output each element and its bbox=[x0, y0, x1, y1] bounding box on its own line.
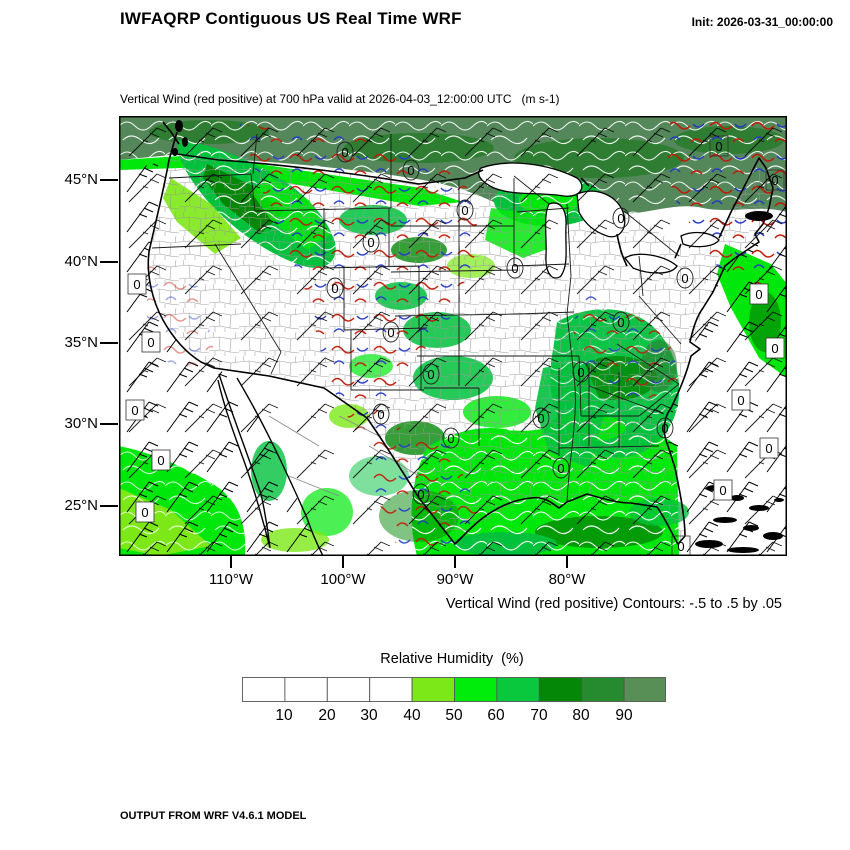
lat-label-25n: 25°N bbox=[64, 497, 98, 514]
colorbar-cell bbox=[369, 677, 413, 702]
map-frame bbox=[119, 116, 787, 556]
colorbar bbox=[242, 677, 666, 702]
baja-coastline bbox=[217, 373, 324, 556]
colorbar-tick-70: 70 bbox=[530, 707, 548, 724]
contour-range-caption: Vertical Wind (red positive) Contours: -… bbox=[445, 596, 782, 612]
contour-zero-label: 0 bbox=[447, 431, 454, 446]
contour-zero-labels: 0 0 0 0 0 0 0 0 0 0 0 0 0 0 0 0 0 0 0 0 bbox=[125, 135, 785, 556]
contour-zero-label: 0 bbox=[141, 505, 148, 520]
wind-barbs bbox=[119, 116, 787, 556]
lon-label-90w: 90°W bbox=[436, 571, 474, 588]
contour-zero-label: 0 bbox=[719, 483, 726, 498]
model-info-line1: OUTPUT FROM WRF V4.6.1 MODEL bbox=[120, 810, 307, 822]
colorbar-tick-40: 40 bbox=[403, 707, 421, 724]
page-title: IWFAQRP Contiguous US Real Time WRF bbox=[120, 9, 462, 28]
contour-zero-label: 0 bbox=[617, 211, 624, 226]
lat-label-40n: 40°N bbox=[64, 253, 98, 270]
contour-zero-label: 0 bbox=[461, 203, 468, 218]
contour-zero-label: 0 bbox=[417, 487, 424, 502]
contour-zero-label: 0 bbox=[331, 281, 338, 296]
colorbar-tick-30: 30 bbox=[360, 707, 378, 724]
lat-label-45n: 45°N bbox=[64, 171, 98, 188]
colorbar-cell bbox=[538, 677, 583, 702]
lon-tick bbox=[230, 556, 232, 568]
colorbar-cell bbox=[623, 677, 666, 702]
init-timestamp: Init: 2026-03-31_00:00:00 bbox=[691, 15, 833, 29]
colorbar-cell bbox=[326, 677, 371, 702]
contour-zero-label: 0 bbox=[661, 421, 668, 436]
mexico-borders bbox=[268, 415, 420, 497]
contour-zero-label: 0 bbox=[765, 441, 772, 456]
contour-zero-label: 0 bbox=[577, 365, 584, 380]
lon-tick bbox=[342, 556, 344, 568]
colorbar-cell bbox=[454, 677, 498, 702]
lon-label-80w: 80°W bbox=[548, 571, 586, 588]
colorbar-title: Relative Humidity (%) bbox=[380, 651, 524, 667]
contour-zero-label: 0 bbox=[755, 287, 762, 302]
lat-tick bbox=[100, 342, 118, 344]
contour-zero-label: 0 bbox=[771, 173, 778, 188]
coastlines bbox=[147, 121, 774, 545]
model-info: OUTPUT FROM WRF V4.6.1 MODEL WE = 580 ; … bbox=[120, 784, 569, 850]
contour-zero-label: 0 bbox=[557, 461, 564, 476]
contour-zero-label: 0 bbox=[133, 277, 140, 292]
contour-zero-label: 0 bbox=[367, 235, 374, 250]
contour-zero-label: 0 bbox=[677, 539, 684, 554]
lon-label-100w: 100°W bbox=[320, 571, 366, 588]
state-borders bbox=[151, 133, 682, 503]
contour-zero-label: 0 bbox=[737, 393, 744, 408]
contour-zero-label: 0 bbox=[387, 325, 394, 340]
lat-tick bbox=[100, 179, 118, 181]
contour-zero-label: 0 bbox=[511, 261, 518, 276]
contour-zero-label: 0 bbox=[715, 139, 722, 154]
lat-label-35n: 35°N bbox=[64, 334, 98, 351]
weather-map: 0 0 0 0 0 0 0 0 0 0 0 0 0 0 0 0 0 0 0 0 bbox=[119, 116, 787, 556]
lat-tick bbox=[100, 423, 118, 425]
subtitle-vertical-wind: Vertical Wind (red positive) at 700 hPa … bbox=[120, 92, 560, 106]
colorbar-tick-10: 10 bbox=[275, 707, 293, 724]
contour-zero-label: 0 bbox=[537, 411, 544, 426]
contour-zero-label: 0 bbox=[681, 271, 688, 286]
colorbar-cell bbox=[284, 677, 328, 702]
contour-zero-label: 0 bbox=[617, 315, 624, 330]
contour-zero-label: 0 bbox=[157, 453, 164, 468]
contour-zero-label: 0 bbox=[377, 407, 384, 422]
contour-zero-label: 0 bbox=[771, 341, 778, 356]
contour-zero-label: 0 bbox=[147, 335, 154, 350]
colorbar-cell bbox=[242, 677, 286, 702]
lon-tick bbox=[566, 556, 568, 568]
colorbar-tick-20: 20 bbox=[318, 707, 336, 724]
contour-zero-label: 0 bbox=[407, 163, 414, 178]
contour-zero-label: 0 bbox=[131, 403, 138, 418]
colorbar-tick-90: 90 bbox=[615, 707, 633, 724]
colorbar-cell bbox=[411, 677, 455, 702]
contour-zero-label: 0 bbox=[427, 367, 434, 382]
contour-zero-label: 0 bbox=[341, 145, 348, 160]
colorbar-cell bbox=[496, 677, 540, 702]
lat-label-30n: 30°N bbox=[64, 415, 98, 432]
colorbar-tick-60: 60 bbox=[487, 707, 505, 724]
colorbar-cell bbox=[581, 677, 625, 702]
lon-tick bbox=[454, 556, 456, 568]
colorbar-tick-50: 50 bbox=[445, 707, 463, 724]
lat-tick bbox=[100, 261, 118, 263]
lon-label-110w: 110°W bbox=[208, 571, 254, 588]
colorbar-tick-80: 80 bbox=[572, 707, 590, 724]
lat-tick bbox=[100, 505, 118, 507]
